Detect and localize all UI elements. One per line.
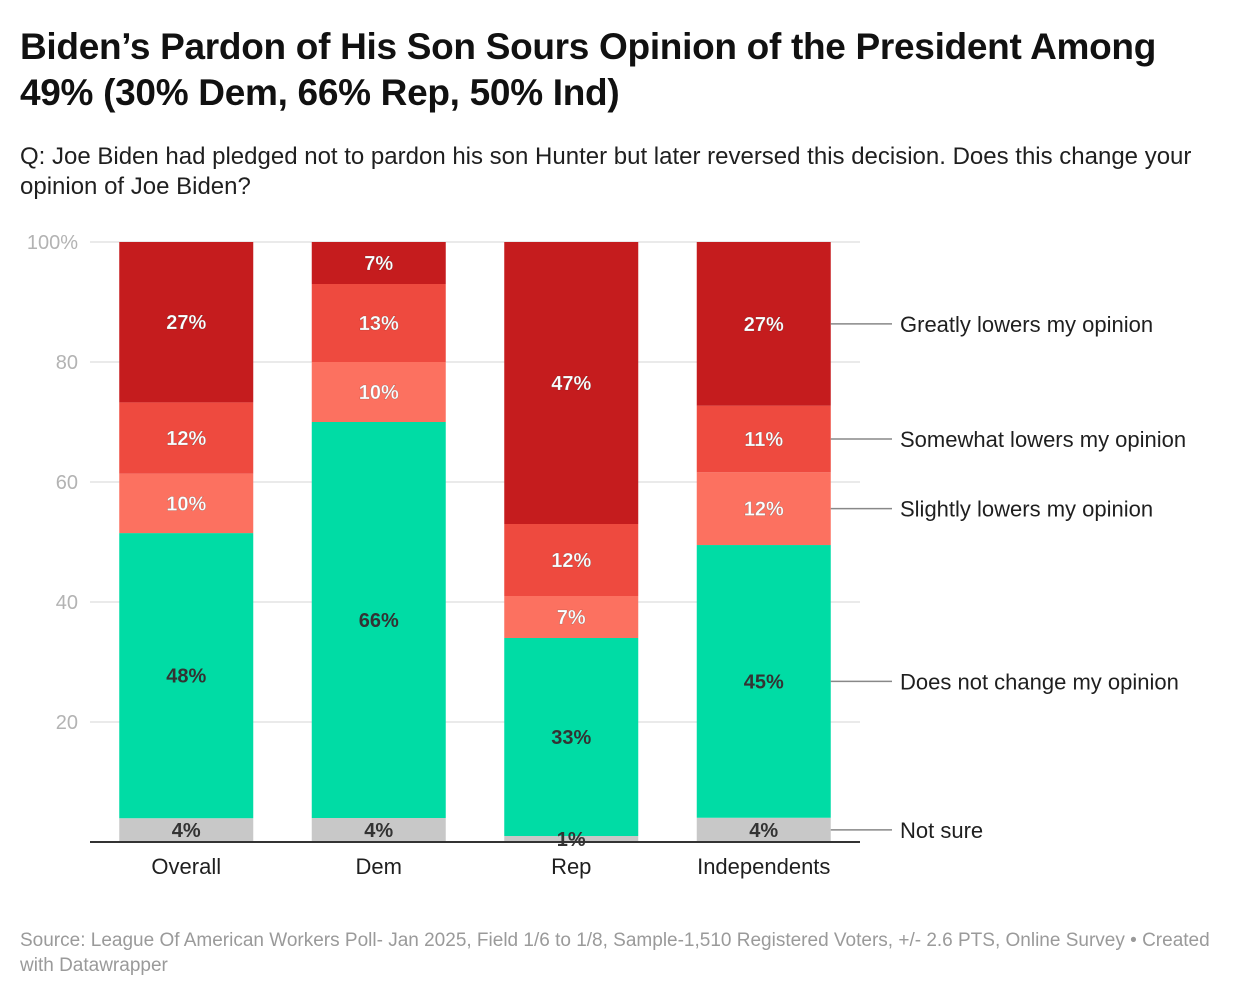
data-label-dem-not-sure: 4% — [364, 820, 393, 842]
data-label-rep-somewhat-lowers-my-opinion: 12% — [551, 550, 591, 572]
data-label-dem-does-not-change-my-opinion: 66% — [359, 610, 399, 632]
data-label-dem-slightly-lowers-my-opinion: 10% — [359, 382, 399, 404]
y-tick-label-40: 40 — [56, 592, 78, 614]
datawrapper-credit: Created with Datawrapper — [20, 930, 1210, 976]
bar-rep-greatly-lowers-my-opinion — [504, 242, 639, 524]
legend-label-not-sure: Not sure — [900, 818, 983, 843]
bar-dem-not-sure — [311, 818, 446, 842]
bar-overall-not-sure — [119, 818, 254, 842]
bar-overall-does-not-change-my-opinion — [119, 533, 254, 819]
data-label-rep-does-not-change-my-opinion: 33% — [551, 727, 591, 749]
x-tick-label-dem: Dem — [356, 854, 402, 879]
bar-independents-greatly-lowers-my-opinion — [696, 242, 831, 406]
bar-dem-slightly-lowers-my-opinion — [311, 362, 446, 422]
bar-rep-slightly-lowers-my-opinion — [504, 596, 639, 638]
data-label-dem-greatly-lowers-my-opinion: 7% — [364, 253, 393, 275]
bar-overall-slightly-lowers-my-opinion — [119, 473, 254, 534]
bar-independents-does-not-change-my-opinion — [696, 545, 831, 818]
stacked-bar-chart: 4% 48% 10% 12% 27% 4% 66% 10% 13% 7% 1% 33% 7% 12% 47%… — [27, 232, 1186, 879]
bar-independents-slightly-lowers-my-opinion — [696, 472, 831, 546]
legend-label-greatly-lowers-my-opinion: Greatly lowers my opinion — [900, 312, 1153, 337]
legend-label-slightly-lowers-my-opinion: Slightly lowers my opinion — [900, 497, 1153, 522]
chart-footer: Source: League Of American Workers Poll-… — [20, 928, 1220, 978]
bar-rep-does-not-change-my-opinion — [504, 638, 639, 836]
source-note: Source: League Of American Workers Poll-… — [20, 930, 1125, 951]
bar-dem-does-not-change-my-opinion — [311, 422, 446, 818]
y-tick-label-20: 20 — [56, 712, 78, 734]
y-tick-label-60: 60 — [56, 472, 78, 494]
data-label-overall-slightly-lowers-my-opinion: 10% — [166, 493, 206, 515]
data-label-overall-not-sure: 4% — [172, 820, 201, 842]
x-tick-label-rep: Rep — [551, 854, 591, 879]
axes: 20 40 60 80 100% Overall Dem Rep Independents — [27, 232, 860, 879]
x-tick-label-independents: Independents — [697, 854, 830, 879]
data-label-independents-does-not-change-my-opinion: 45% — [744, 671, 784, 693]
legend-label-somewhat-lowers-my-opinion: Somewhat lowers my opinion — [900, 427, 1186, 452]
legend-label-does-not-change-my-opinion: Does not change my opinion — [900, 669, 1179, 694]
data-label-rep-not-sure: 1% — [557, 829, 586, 851]
data-label-overall-does-not-change-my-opinion: 48% — [166, 666, 206, 688]
bar-independents-somewhat-lowers-my-opinion — [696, 405, 831, 473]
data-label-overall-somewhat-lowers-my-opinion: 12% — [166, 428, 206, 450]
bar-dem-somewhat-lowers-my-opinion — [311, 284, 446, 362]
data-label-rep-greatly-lowers-my-opinion: 47% — [551, 373, 591, 395]
bar-rep-somewhat-lowers-my-opinion — [504, 524, 639, 596]
data-label-independents-somewhat-lowers-my-opinion: 11% — [744, 429, 783, 451]
chart-title: Biden’s Pardon of His Son Sours Opinion … — [20, 26, 1156, 113]
data-label-overall-greatly-lowers-my-opinion: 27% — [166, 312, 206, 334]
data-label-independents-slightly-lowers-my-opinion: 12% — [744, 499, 784, 521]
bar-independents-not-sure — [696, 817, 831, 842]
bar-rep-not-sure — [504, 836, 639, 842]
bar-segments — [119, 242, 831, 842]
legend: Not sure Does not change my opinion Slight… — [830, 312, 1186, 843]
bar-overall-greatly-lowers-my-opinion — [119, 242, 254, 403]
bar-dem-greatly-lowers-my-opinion — [311, 242, 446, 284]
footer-separator: • — [1124, 930, 1143, 951]
data-label-independents-greatly-lowers-my-opinion: 27% — [744, 314, 784, 336]
data-label-dem-somewhat-lowers-my-opinion: 13% — [359, 313, 399, 335]
y-tick-label-80: 80 — [56, 352, 78, 374]
y-tick-label-100: 100% — [27, 232, 78, 254]
data-labels: 4% 48% 10% 12% 27% 4% 66% 10% 13% 7% 1% 33% 7% 12% 47%… — [166, 253, 784, 851]
data-label-rep-slightly-lowers-my-opinion: 7% — [557, 607, 586, 629]
bar-overall-somewhat-lowers-my-opinion — [119, 402, 254, 474]
x-tick-label-overall: Overall — [151, 854, 221, 879]
data-label-independents-not-sure: 4% — [749, 820, 778, 842]
chart-subtitle: Q: Joe Biden had pledged not to pardon h… — [20, 143, 1192, 200]
